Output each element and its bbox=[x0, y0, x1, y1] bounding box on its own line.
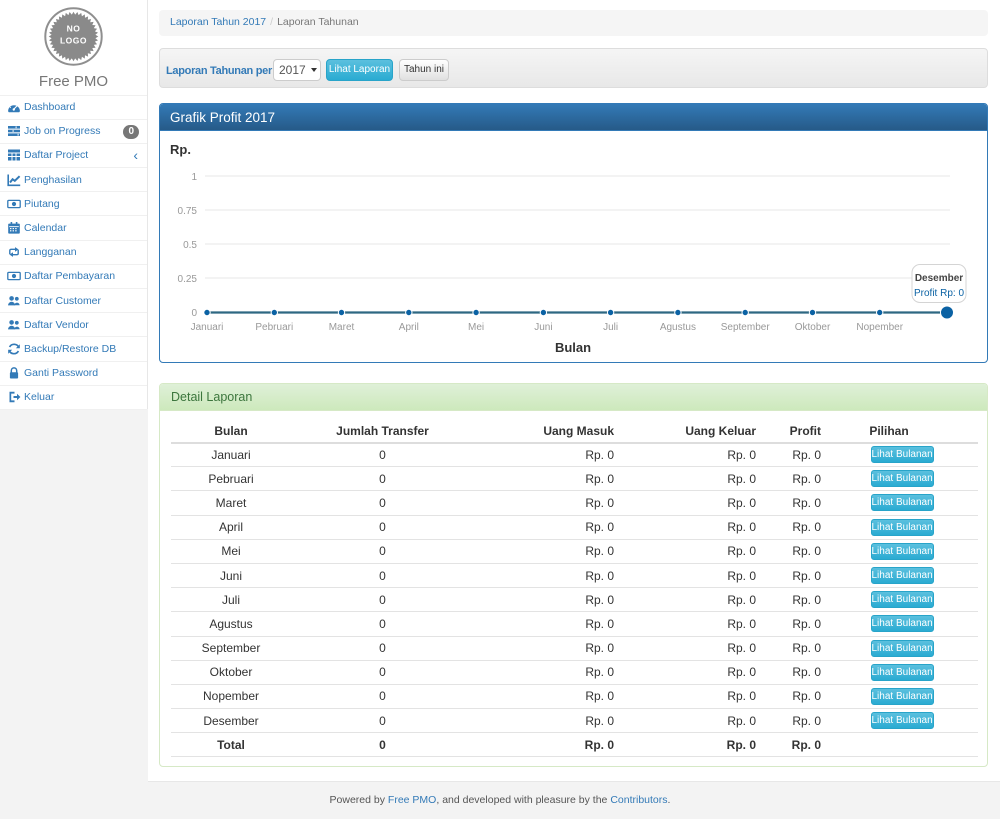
svg-text:0: 0 bbox=[191, 308, 197, 319]
svg-text:0.25: 0.25 bbox=[178, 274, 198, 285]
svg-text:Pebruari: Pebruari bbox=[255, 322, 293, 333]
svg-text:Nopember: Nopember bbox=[856, 322, 903, 333]
svg-text:Maret: Maret bbox=[329, 322, 355, 333]
svg-text:Agustus: Agustus bbox=[660, 322, 696, 333]
svg-text:NO: NO bbox=[66, 24, 80, 34]
svg-text:Profit Rp: 0: Profit Rp: 0 bbox=[914, 288, 964, 299]
svg-text:Rp.: Rp. bbox=[170, 142, 191, 157]
svg-text:Bulan: Bulan bbox=[555, 340, 591, 355]
svg-text:September: September bbox=[721, 322, 771, 333]
svg-text:Desember: Desember bbox=[915, 273, 963, 284]
svg-text:LOGO: LOGO bbox=[59, 36, 86, 46]
svg-text:0.5: 0.5 bbox=[183, 240, 197, 251]
svg-text:April: April bbox=[399, 322, 419, 333]
svg-text:Mei: Mei bbox=[468, 322, 484, 333]
svg-text:Juli: Juli bbox=[603, 322, 618, 333]
svg-text:Juni: Juni bbox=[534, 322, 552, 333]
svg-text:Januari: Januari bbox=[191, 322, 224, 333]
svg-text:1: 1 bbox=[191, 172, 197, 183]
svg-text:Oktober: Oktober bbox=[795, 322, 831, 333]
svg-text:0.75: 0.75 bbox=[178, 206, 198, 217]
